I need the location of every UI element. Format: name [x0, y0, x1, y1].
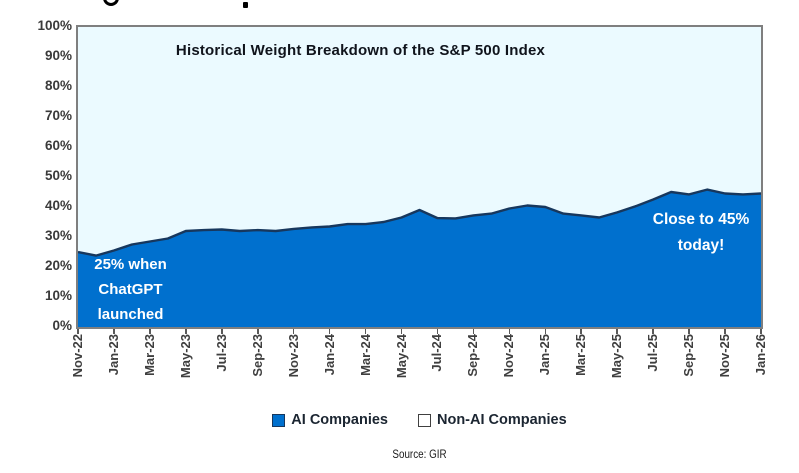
chart-title: Historical Weight Breakdown of the S&P 5…: [175, 42, 546, 59]
legend-item-non-ai-companies: Non-AI Companies: [417, 412, 567, 428]
x-axis-tick-label: Sep-23: [249, 334, 265, 377]
x-axis-tick-mark: [256, 329, 259, 334]
y-axis-tick-label: 60%: [44, 138, 72, 153]
x-axis-tick-label: Sep-24: [465, 334, 481, 377]
x-axis-tick-mark: [220, 329, 223, 334]
y-axis-tick-label: 70%: [44, 108, 72, 123]
x-axis-tick-label: May-23: [177, 334, 193, 379]
x-axis-tick-mark: [760, 329, 762, 334]
x-axis-tick-mark: [185, 329, 187, 334]
annotation-line: ChatGPT: [98, 281, 163, 298]
plot-area: Historical Weight Breakdown of the S&P 5…: [76, 25, 763, 329]
x-axis-tick-mark: [149, 329, 151, 334]
x-axis-tick-mark: [616, 329, 618, 334]
y-axis-tick-label: 20%: [44, 258, 72, 273]
x-axis-tick-label: Nov-23: [285, 334, 301, 378]
annotation-line: launched: [97, 306, 164, 323]
x-axis-tick-mark: [580, 329, 583, 334]
x-axis-tick-label: Jul-24: [429, 334, 445, 372]
x-axis-tick-label: Jul-25: [645, 334, 661, 372]
x-axis-tick-label: Jan-25: [537, 334, 553, 376]
x-axis-tick-label: Jul-23: [213, 334, 229, 372]
ai-companies-swatch-icon: [272, 413, 286, 427]
source-attribution: Source: GIR: [392, 447, 447, 461]
x-axis-tick-mark: [292, 329, 295, 334]
y-axis-tick-label: 100%: [37, 18, 72, 33]
x-axis-tick-mark: [688, 329, 690, 334]
x-axis-tick-mark: [472, 329, 475, 334]
non-ai-companies-swatch-icon: [417, 413, 431, 427]
x-axis-tick-label: Sep-25: [681, 334, 697, 377]
x-axis-tick-mark: [364, 329, 367, 334]
x-axis-tick-mark: [400, 329, 403, 334]
y-axis-tick-label: 30%: [44, 228, 72, 243]
x-axis-tick-label: Nov-22: [70, 334, 85, 378]
x-axis-tick-label: May-24: [393, 334, 409, 379]
y-axis-tick-label: 0%: [52, 318, 72, 333]
x-axis-tick-mark: [508, 329, 511, 334]
legend-item-ai-companies: AI Companies: [272, 412, 388, 428]
x-axis-tick-mark: [544, 329, 547, 334]
x-axis-tick-mark: [652, 329, 654, 334]
x-axis-tick-label: May-25: [609, 334, 625, 379]
y-axis-tick-label: 10%: [44, 288, 72, 303]
annotation-chatgpt-launch: 25% when ChatGPT launched: [83, 252, 178, 327]
x-axis-tick-label: Jan-23: [105, 334, 121, 376]
ai-companies-boundary-line: [78, 188, 761, 257]
legend-label: AI Companies: [291, 412, 388, 428]
x-axis-tick-label: Mar-23: [141, 334, 157, 376]
cropped-title-fragment: [243, 2, 248, 8]
x-axis-tick-label: Jan-24: [321, 334, 337, 376]
y-axis-tick-label: 50%: [44, 168, 72, 183]
x-axis-tick-label: Mar-25: [573, 334, 589, 376]
x-axis-tick-mark: [436, 329, 439, 334]
x-axis-tick-mark: [113, 329, 115, 334]
stacked-area-chart: [78, 188, 761, 327]
x-axis-tick-label: Mar-24: [357, 334, 373, 376]
annotation-line: Close to 45%: [652, 211, 750, 228]
y-axis-tick-label: 80%: [44, 78, 72, 93]
y-axis-tick-label: 40%: [44, 198, 72, 213]
annotation-line: 25% when: [94, 256, 167, 273]
annotation-close-to-45: Close to 45% today!: [636, 207, 766, 259]
x-axis-tick-mark: [724, 329, 726, 334]
cropped-title-fragment: [103, 0, 119, 6]
ai-companies-area: [78, 189, 761, 327]
x-axis-tick-label: Nov-25: [717, 334, 733, 378]
x-axis-tick-label: Nov-24: [501, 334, 517, 378]
x-axis-tick-label: Jan-26: [753, 334, 768, 376]
x-axis-tick-mark: [328, 329, 331, 334]
legend: AI Companies Non-AI Companies: [78, 408, 761, 432]
y-axis-tick-label: 90%: [44, 48, 72, 63]
x-axis-tick-mark: [77, 329, 79, 334]
legend-label: Non-AI Companies: [436, 412, 567, 428]
annotation-line: today!: [677, 237, 725, 254]
